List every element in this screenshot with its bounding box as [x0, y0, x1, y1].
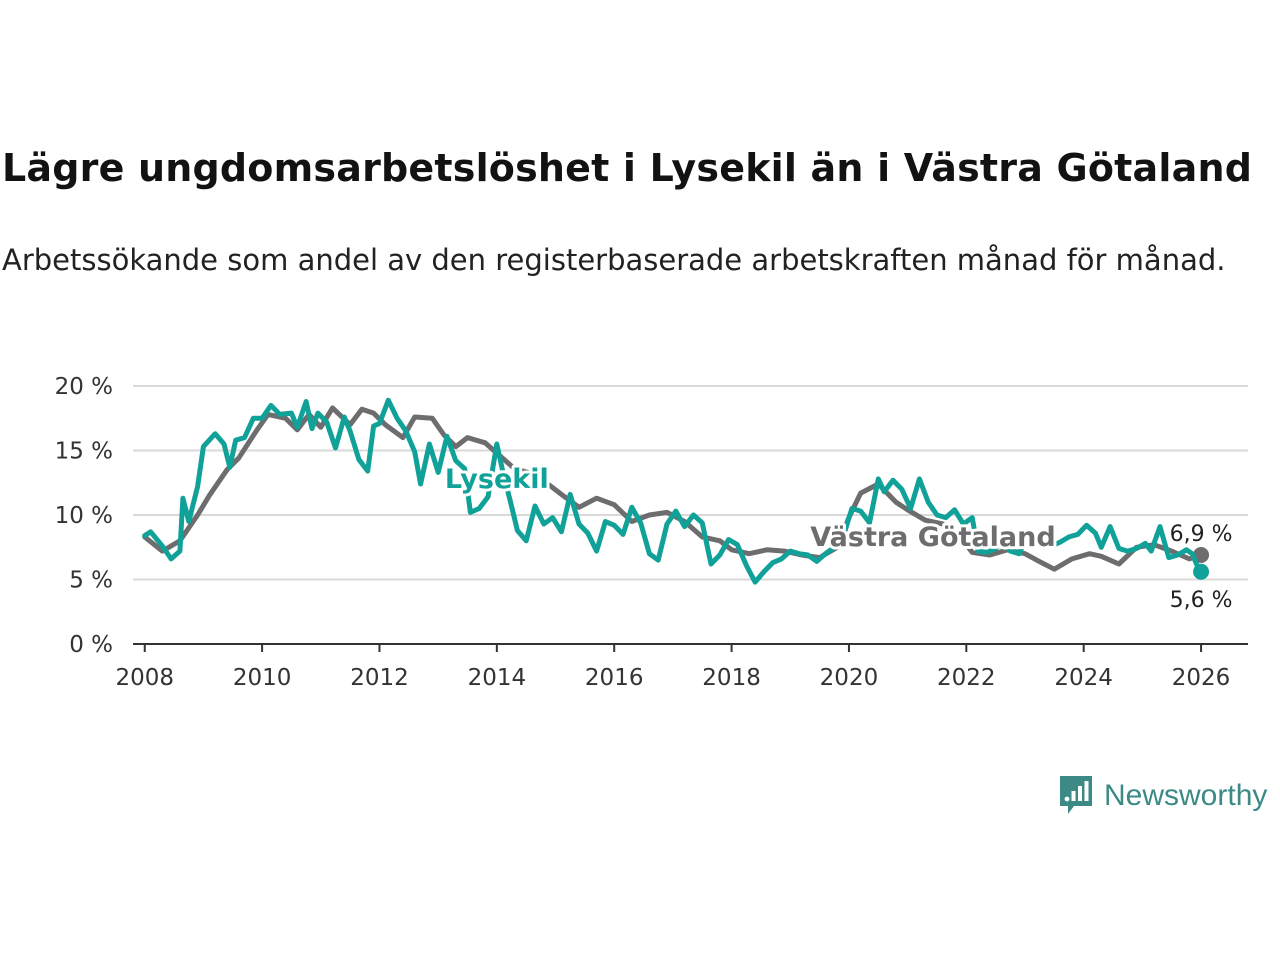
grid-lines [133, 385, 1248, 581]
chart-subtitle: Arbetssökande som andel av den registerb… [2, 243, 1226, 277]
series-name-label: Lysekil [445, 464, 549, 495]
x-tick-label: 2010 [233, 665, 292, 691]
series-line-lysekil [142, 397, 1204, 585]
series-labels: 6,9 % 5,6 % Lysekil Västra Götaland [442, 461, 1233, 613]
series-end-marker-lysekil [1193, 563, 1210, 580]
x-tick-label: 2024 [1054, 665, 1113, 691]
x-tick-label: 2008 [115, 665, 174, 691]
newsworthy-logo-icon [1060, 776, 1092, 814]
series-name-label: Västra Götaland [810, 522, 1055, 553]
end-value-label: 5,6 % [1170, 588, 1233, 613]
x-tick-label: 2018 [702, 665, 761, 691]
x-tick-label: 2016 [585, 665, 644, 691]
x-tick-label: 2020 [820, 665, 879, 691]
x-axis-ticks: 2008 2010 2012 2014 2016 2018 2020 2022 2024 2026 [115, 644, 1230, 691]
x-tick-label: 2014 [468, 665, 527, 691]
y-tick-label: 10 % [55, 503, 113, 529]
y-tick-label: 0 % [69, 632, 113, 658]
y-tick-label: 15 % [55, 439, 113, 465]
series-lines [142, 397, 1210, 585]
x-tick-label: 2022 [937, 665, 996, 691]
x-tick-label: 2026 [1172, 665, 1231, 691]
y-tick-label: 20 % [55, 374, 113, 400]
newsworthy-logo: Newsworthy [1058, 774, 1267, 818]
y-tick-label: 5 % [69, 568, 113, 594]
chart-title: Lägre ungdomsarbetslöshet i Lysekil än i… [2, 146, 1253, 190]
end-value-label: 6,9 % [1170, 522, 1233, 547]
x-tick-label: 2012 [350, 665, 409, 691]
brand-name: Newsworthy [1104, 779, 1268, 812]
y-axis-ticks: 0 % 5 % 10 % 15 % 20 % [55, 374, 113, 658]
